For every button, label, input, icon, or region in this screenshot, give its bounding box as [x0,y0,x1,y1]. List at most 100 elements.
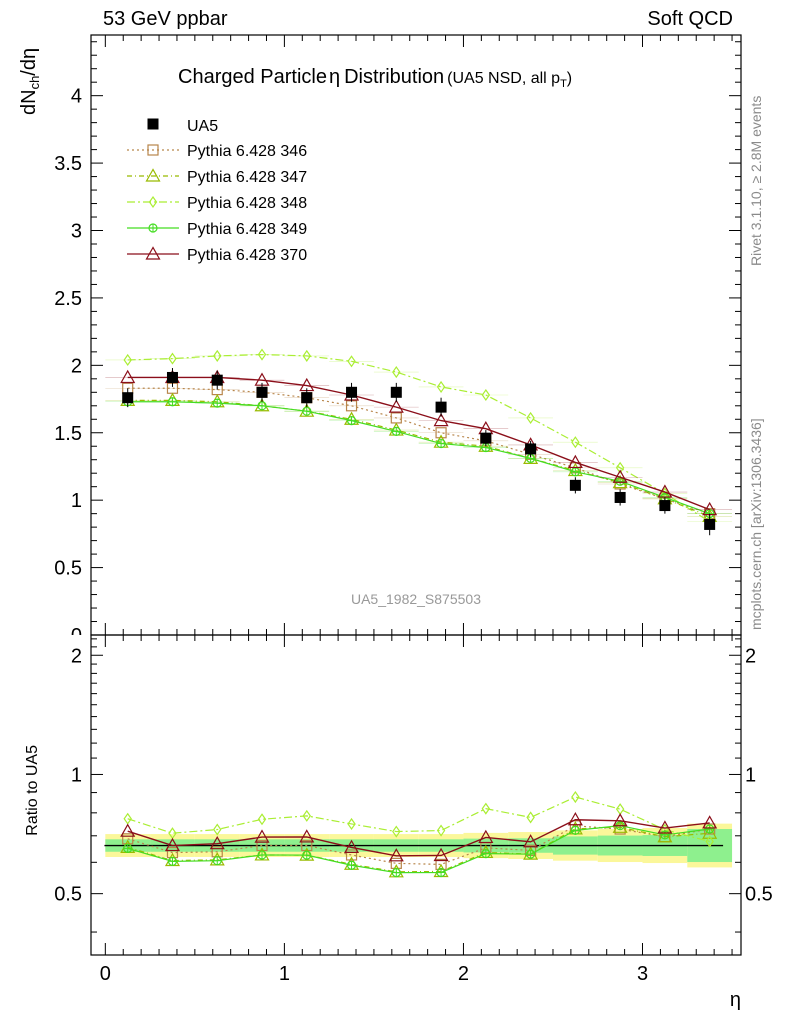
ratio-point-p348 [436,824,446,837]
ratio-point-p349 [257,850,267,860]
ratio-y-axis-label: Ratio to UA5 [24,745,41,836]
ratio-point-p349 [346,860,357,870]
series-point-p370 [433,412,449,427]
ratio-point-p346 [301,839,313,852]
data-point [166,371,178,383]
series-point-p370 [567,454,583,469]
ratio-point-p349 [212,856,222,866]
data-point [704,518,716,530]
ratio-y-tick-label-right: 0.5 [745,884,773,906]
data-point [346,386,358,398]
ratio-line-p349 [127,825,710,874]
data-point [390,386,402,398]
legend: UA5 Pythia 6.428 346 Pythia 6.428 347 Pythi… [127,118,307,264]
ratio-point-p348 [392,825,401,838]
ratio-point-p370 [388,848,404,862]
legend-label-ua5: UA5 [187,118,218,135]
y-axis-label: dNch/dη [18,48,42,115]
y-tick-label: 1.5 [54,423,82,445]
ratio-point-p370 [120,823,136,837]
data-point [480,432,492,444]
series-point-p348 [436,380,446,393]
ratio-point-p347 [657,829,673,843]
y-tick-label: 3.5 [54,153,82,175]
ratio-line-p370 [127,819,710,857]
ratio-point-p370 [567,812,583,826]
x-tick-label: 3 [637,963,648,985]
legend-label-p349: Pythia 6.428 349 [187,221,307,238]
ratio-point-p349 [167,856,178,866]
ratio-point-p347 [523,846,539,860]
y-tick-label: 0 [71,625,82,647]
chart-title-rest: Distribution [344,66,444,88]
data-point [256,386,268,398]
ratio-point-p349 [481,849,491,859]
data-point [122,392,134,404]
series-point-p348 [571,436,580,449]
ratio-point-p370 [478,829,494,844]
series-point-p370 [657,484,673,498]
ratio-point-p370 [702,815,718,829]
ratio-point-p370 [254,829,270,843]
legend-marker-ua5 [147,118,159,130]
legend-label-p347: Pythia 6.428 347 [187,169,307,186]
ratio-line-p347 [127,826,710,873]
series-point-p346 [435,427,447,439]
legend-marker-p346 [147,144,159,156]
legend-marker-p349 [148,223,158,233]
ratio-y-tick-label: 0.5 [54,884,82,906]
x-tick-label: 1 [279,963,290,985]
ratio-point-p349 [526,849,536,859]
ratio-point-p349 [705,824,715,834]
main-panel: 0 0.5 1 1.5 2 2.5 3 3.5 4 Charged Particle η Distri… [18,34,742,647]
chart-title-symbol: η [329,66,340,88]
series-point-p348 [615,461,625,474]
data-point [569,479,581,491]
ratio-point-p348 [481,802,491,815]
series-point-p348 [168,352,177,365]
data-point [435,401,447,413]
series-point-p348 [257,348,267,361]
y-tick-label: 3 [71,221,82,243]
y-tick-label: 2.5 [54,288,82,310]
ratio-point-p370 [612,813,628,827]
legend-label-p348: Pythia 6.428 348 [187,195,307,212]
ratio-point-p346 [345,849,358,861]
ratio-point-p370 [209,835,225,850]
data-point [301,392,313,404]
ratio-point-p348 [571,790,580,804]
ratio-point-p348 [302,809,312,822]
y-tick-label: 1 [71,490,82,512]
ratio-frame [90,634,742,956]
ratio-point-p346 [704,823,716,835]
series-point-p370 [388,399,404,413]
series-point-p349 [346,416,357,426]
ratio-point-p370 [523,834,539,848]
series-point-p370 [120,369,136,384]
ratio-y-tick-label-right: 2 [745,645,756,667]
series-point-p349 [570,467,580,477]
x-tick-label: 2 [458,963,469,985]
ratio-point-p348 [213,823,222,836]
series-point-p349 [436,438,446,449]
series-point-p348 [526,411,535,424]
chart-title-suffix-close: ) [567,70,572,87]
ratio-y-tick-label: 2 [71,645,82,667]
ratio-point-p349 [123,843,133,853]
ratio-y-tick-label: 1 [71,764,82,786]
header-right: Soft QCD [647,8,733,30]
ratio-point-p370 [164,837,181,852]
y-tick-label: 4 [71,86,82,108]
ratio-point-p349 [660,830,670,840]
legend-marker-p348 [148,195,158,209]
series-point-p348 [347,355,356,368]
series-line-p370 [127,376,710,511]
ratio-line-p346 [127,825,710,865]
ratio-point-p349 [436,867,446,878]
data-point [614,491,626,503]
series-line-p347 [127,399,710,517]
series-point-p348 [392,366,401,379]
ratio-point-p370 [433,847,449,862]
header-left: 53 GeV ppbar [103,8,228,30]
